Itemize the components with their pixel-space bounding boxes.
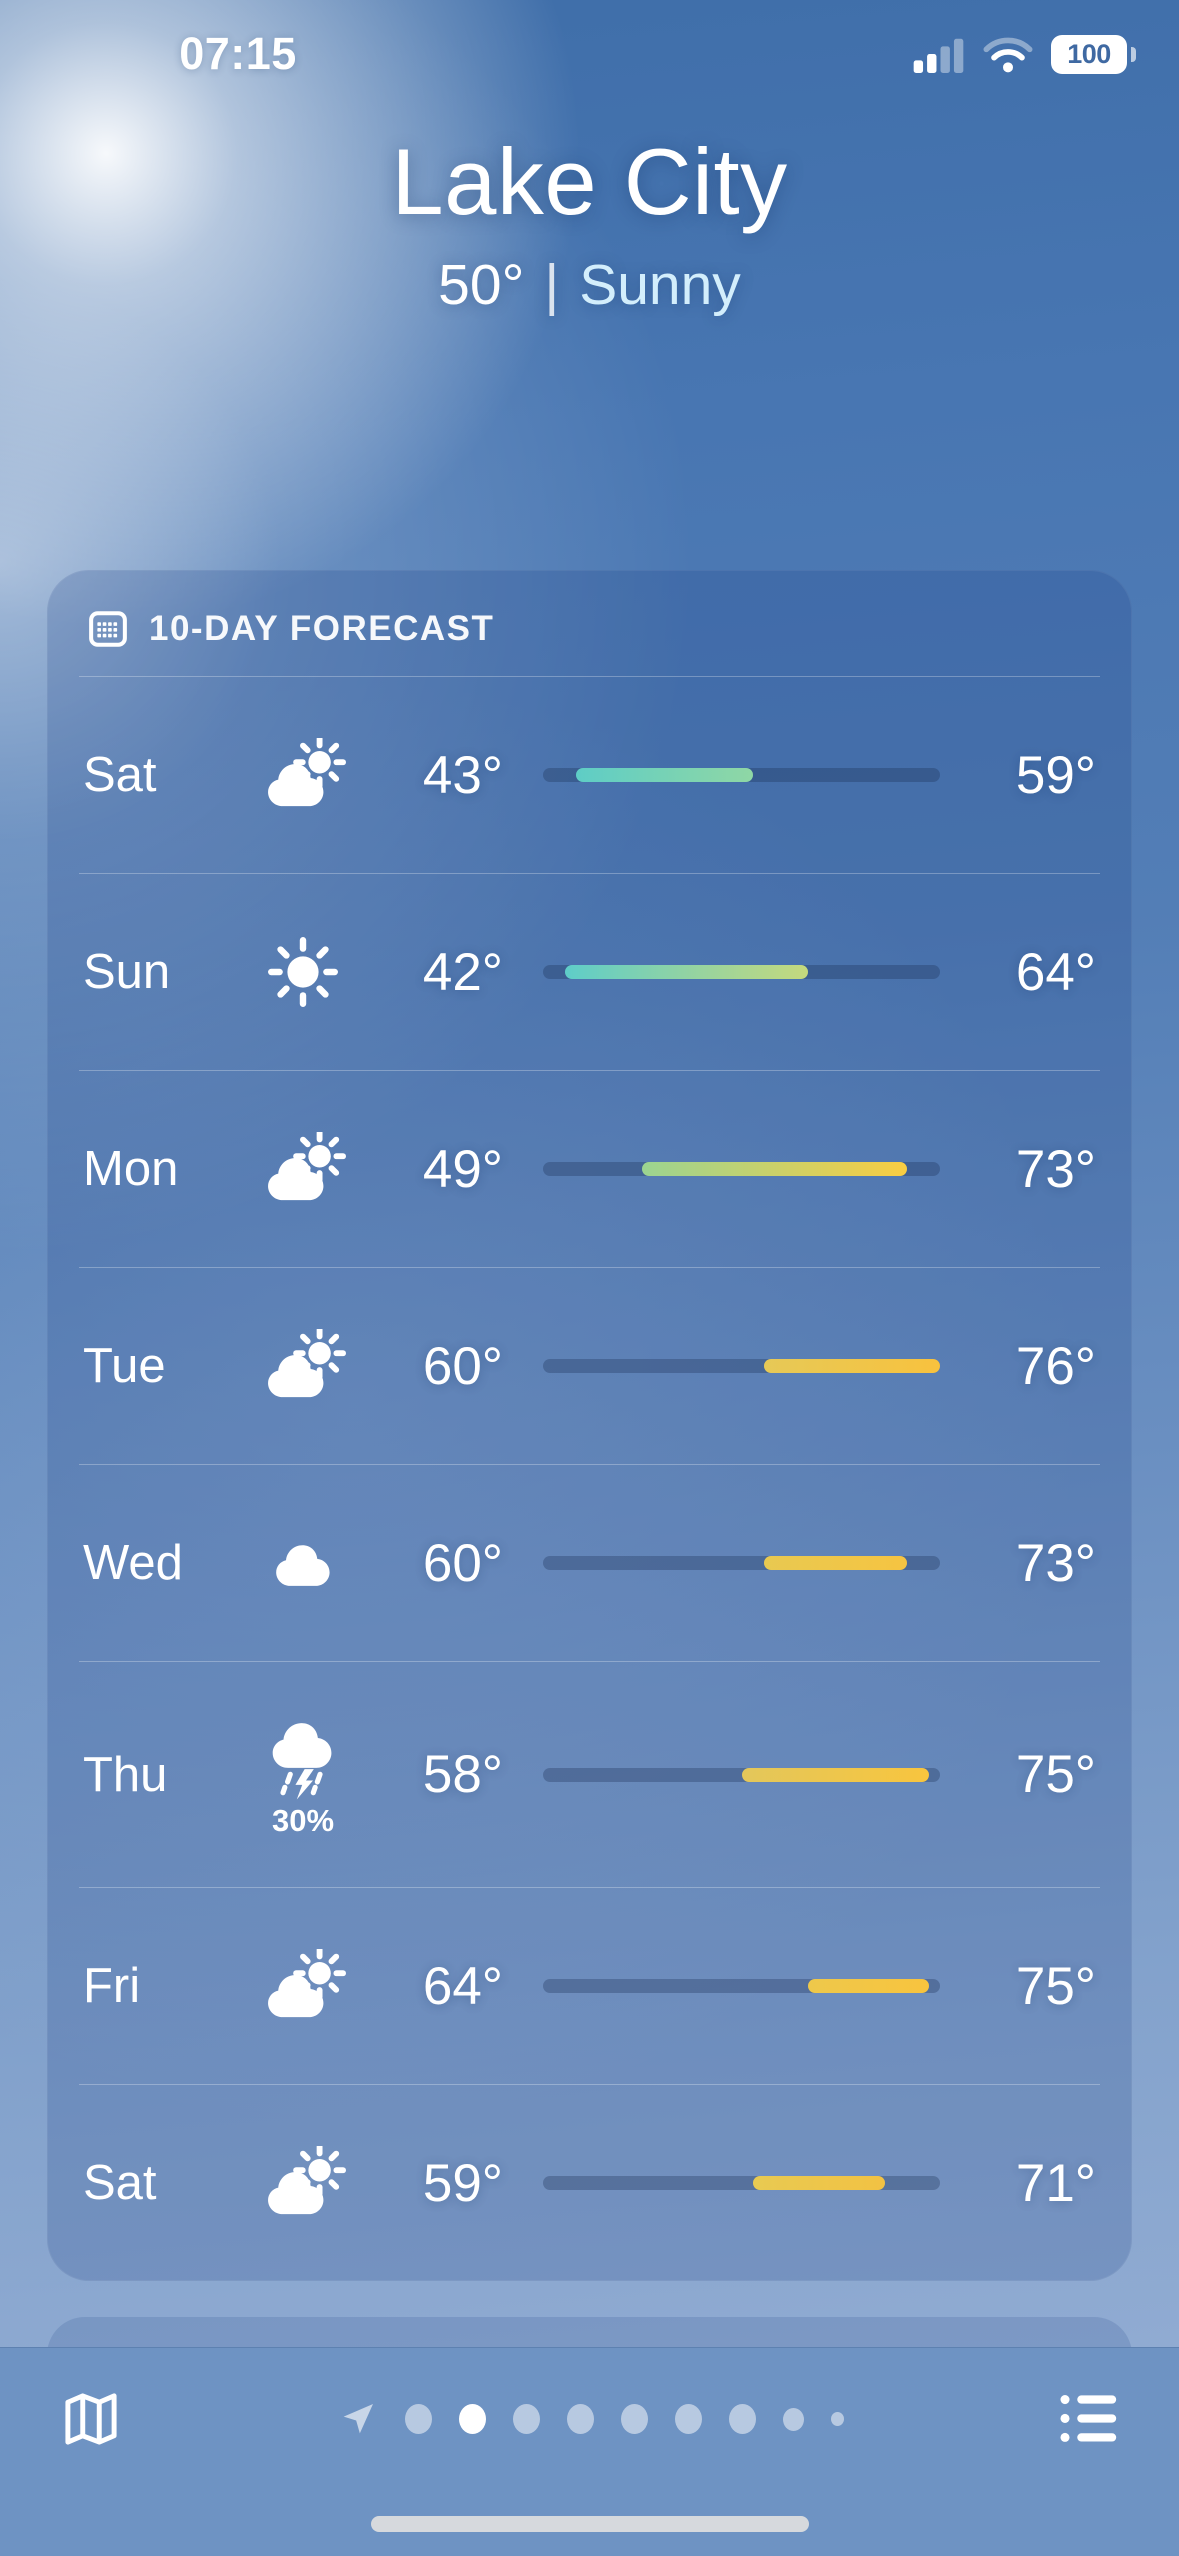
- temperature-range-bar: [543, 1556, 940, 1570]
- temperature-range-bar: [543, 2176, 940, 2190]
- divider: [79, 1267, 1100, 1268]
- low-temperature: 42°: [422, 942, 503, 1002]
- cloud-sun-icon: [259, 1329, 347, 1403]
- high-temperature: 76°: [1015, 1336, 1096, 1396]
- page-dot-1[interactable]: [404, 2404, 432, 2434]
- high-temperature: 59°: [1015, 745, 1096, 805]
- low-temperature: 49°: [422, 1139, 503, 1199]
- divider: [79, 1464, 1100, 1465]
- high-temperature: 75°: [1015, 1745, 1096, 1804]
- divider: [79, 676, 1100, 677]
- home-indicator[interactable]: [370, 2516, 809, 2532]
- day-label: Sun: [83, 945, 171, 999]
- forecast-row-sat-7[interactable]: Sat 59° 71°: [77, 2085, 1102, 2281]
- low-temperature: 58°: [422, 1745, 503, 1804]
- list-icon: [1057, 2391, 1121, 2447]
- day-label: Wed: [83, 1536, 183, 1590]
- low-temperature: 60°: [422, 1336, 503, 1396]
- page-dot-5[interactable]: [620, 2404, 648, 2434]
- page-dot-2[interactable]: [458, 2404, 486, 2434]
- page-dot-3[interactable]: [512, 2404, 540, 2434]
- temperature-range-bar: [543, 1979, 940, 1993]
- cellular-signal-icon: [913, 35, 965, 73]
- low-temperature: 60°: [422, 1533, 503, 1593]
- high-temperature: 71°: [1015, 2153, 1096, 2213]
- cloud-sun-icon: [259, 2146, 347, 2220]
- day-label: Tue: [83, 1339, 166, 1393]
- day-label: Thu: [83, 1747, 168, 1802]
- city-name: Lake City: [391, 129, 788, 234]
- forecast-row-sun-1[interactable]: Sun 42° 64°: [77, 874, 1102, 1070]
- high-temperature: 73°: [1015, 1139, 1096, 1199]
- condition-label: Sunny: [579, 253, 741, 317]
- cloud-sun-icon: [259, 1949, 347, 2023]
- current-temperature: 50°: [438, 253, 525, 317]
- forecast-list: Sat 43° 59° Sun 42° 64° Mon: [77, 677, 1102, 2281]
- current-conditions: 50° | Sunny: [0, 252, 1179, 318]
- ten-day-forecast-card: 10-DAY FORECAST Sat 43° 59° Sun 42°: [47, 570, 1132, 2281]
- day-label: Sat: [83, 2156, 157, 2210]
- forecast-card-header: 10-DAY FORECAST: [77, 570, 1102, 676]
- map-button[interactable]: [58, 2386, 124, 2452]
- cloud-sun-icon: [259, 738, 347, 812]
- temperature-range-bar: [543, 1767, 940, 1782]
- battery-percent: 100: [1067, 38, 1111, 69]
- forecast-row-sat-0[interactable]: Sat 43° 59°: [77, 677, 1102, 873]
- page-dot-6[interactable]: [674, 2404, 702, 2434]
- map-icon: [58, 2386, 124, 2452]
- page-dot-7[interactable]: [728, 2404, 756, 2434]
- low-temperature: 59°: [422, 2153, 503, 2213]
- page-dot-8[interactable]: [782, 2407, 804, 2431]
- location-arrow-icon: [338, 2399, 378, 2439]
- forecast-row-wed-4[interactable]: Wed 60° 73°: [77, 1465, 1102, 1661]
- temperature-range-bar: [543, 1162, 940, 1176]
- wifi-icon: [981, 34, 1035, 74]
- divider: [79, 873, 1100, 874]
- high-temperature: 73°: [1015, 1533, 1096, 1593]
- divider: [79, 1887, 1100, 1888]
- high-temperature: 64°: [1015, 942, 1096, 1002]
- low-temperature: 43°: [422, 745, 503, 805]
- storm-icon: [259, 1711, 347, 1803]
- forecast-row-tue-3[interactable]: Tue 60° 76°: [77, 1268, 1102, 1464]
- divider: [79, 2084, 1100, 2085]
- bottom-toolbar: [0, 2347, 1179, 2556]
- separator: |: [544, 253, 560, 317]
- divider: [79, 1070, 1100, 1071]
- forecast-row-thu-5[interactable]: Thu 30% 58° 75°: [77, 1662, 1102, 1887]
- divider: [79, 1661, 1100, 1662]
- temperature-range-bar: [543, 965, 940, 979]
- temperature-range-bar: [543, 1359, 940, 1373]
- status-time: 07:15: [179, 28, 297, 79]
- day-label: Sat: [83, 748, 157, 802]
- low-temperature: 64°: [422, 1956, 503, 2016]
- page-indicator[interactable]: [338, 2399, 844, 2439]
- precipitation-chance: 30%: [271, 1802, 335, 1838]
- battery-icon: 100: [1051, 34, 1136, 74]
- cloud-icon: [261, 1531, 345, 1595]
- location-header: Lake City 50° | Sunny: [0, 128, 1179, 318]
- status-bar: 07:15 100: [0, 28, 1179, 82]
- day-label: Fri: [83, 1959, 141, 2013]
- forecast-row-fri-6[interactable]: Fri 64° 75°: [77, 1888, 1102, 2084]
- cloud-sun-icon: [259, 1132, 347, 1206]
- calendar-icon: [85, 606, 131, 652]
- list-button[interactable]: [1057, 2391, 1121, 2447]
- page-dot-9[interactable]: [830, 2412, 844, 2426]
- forecast-row-mon-2[interactable]: Mon 49° 73°: [77, 1071, 1102, 1267]
- high-temperature: 75°: [1015, 1956, 1096, 2016]
- sun-icon: [264, 933, 342, 1011]
- day-label: Mon: [83, 1142, 179, 1196]
- page-dot-4[interactable]: [566, 2404, 594, 2434]
- forecast-card-title: 10-DAY FORECAST: [149, 609, 495, 648]
- temperature-range-bar: [543, 768, 940, 782]
